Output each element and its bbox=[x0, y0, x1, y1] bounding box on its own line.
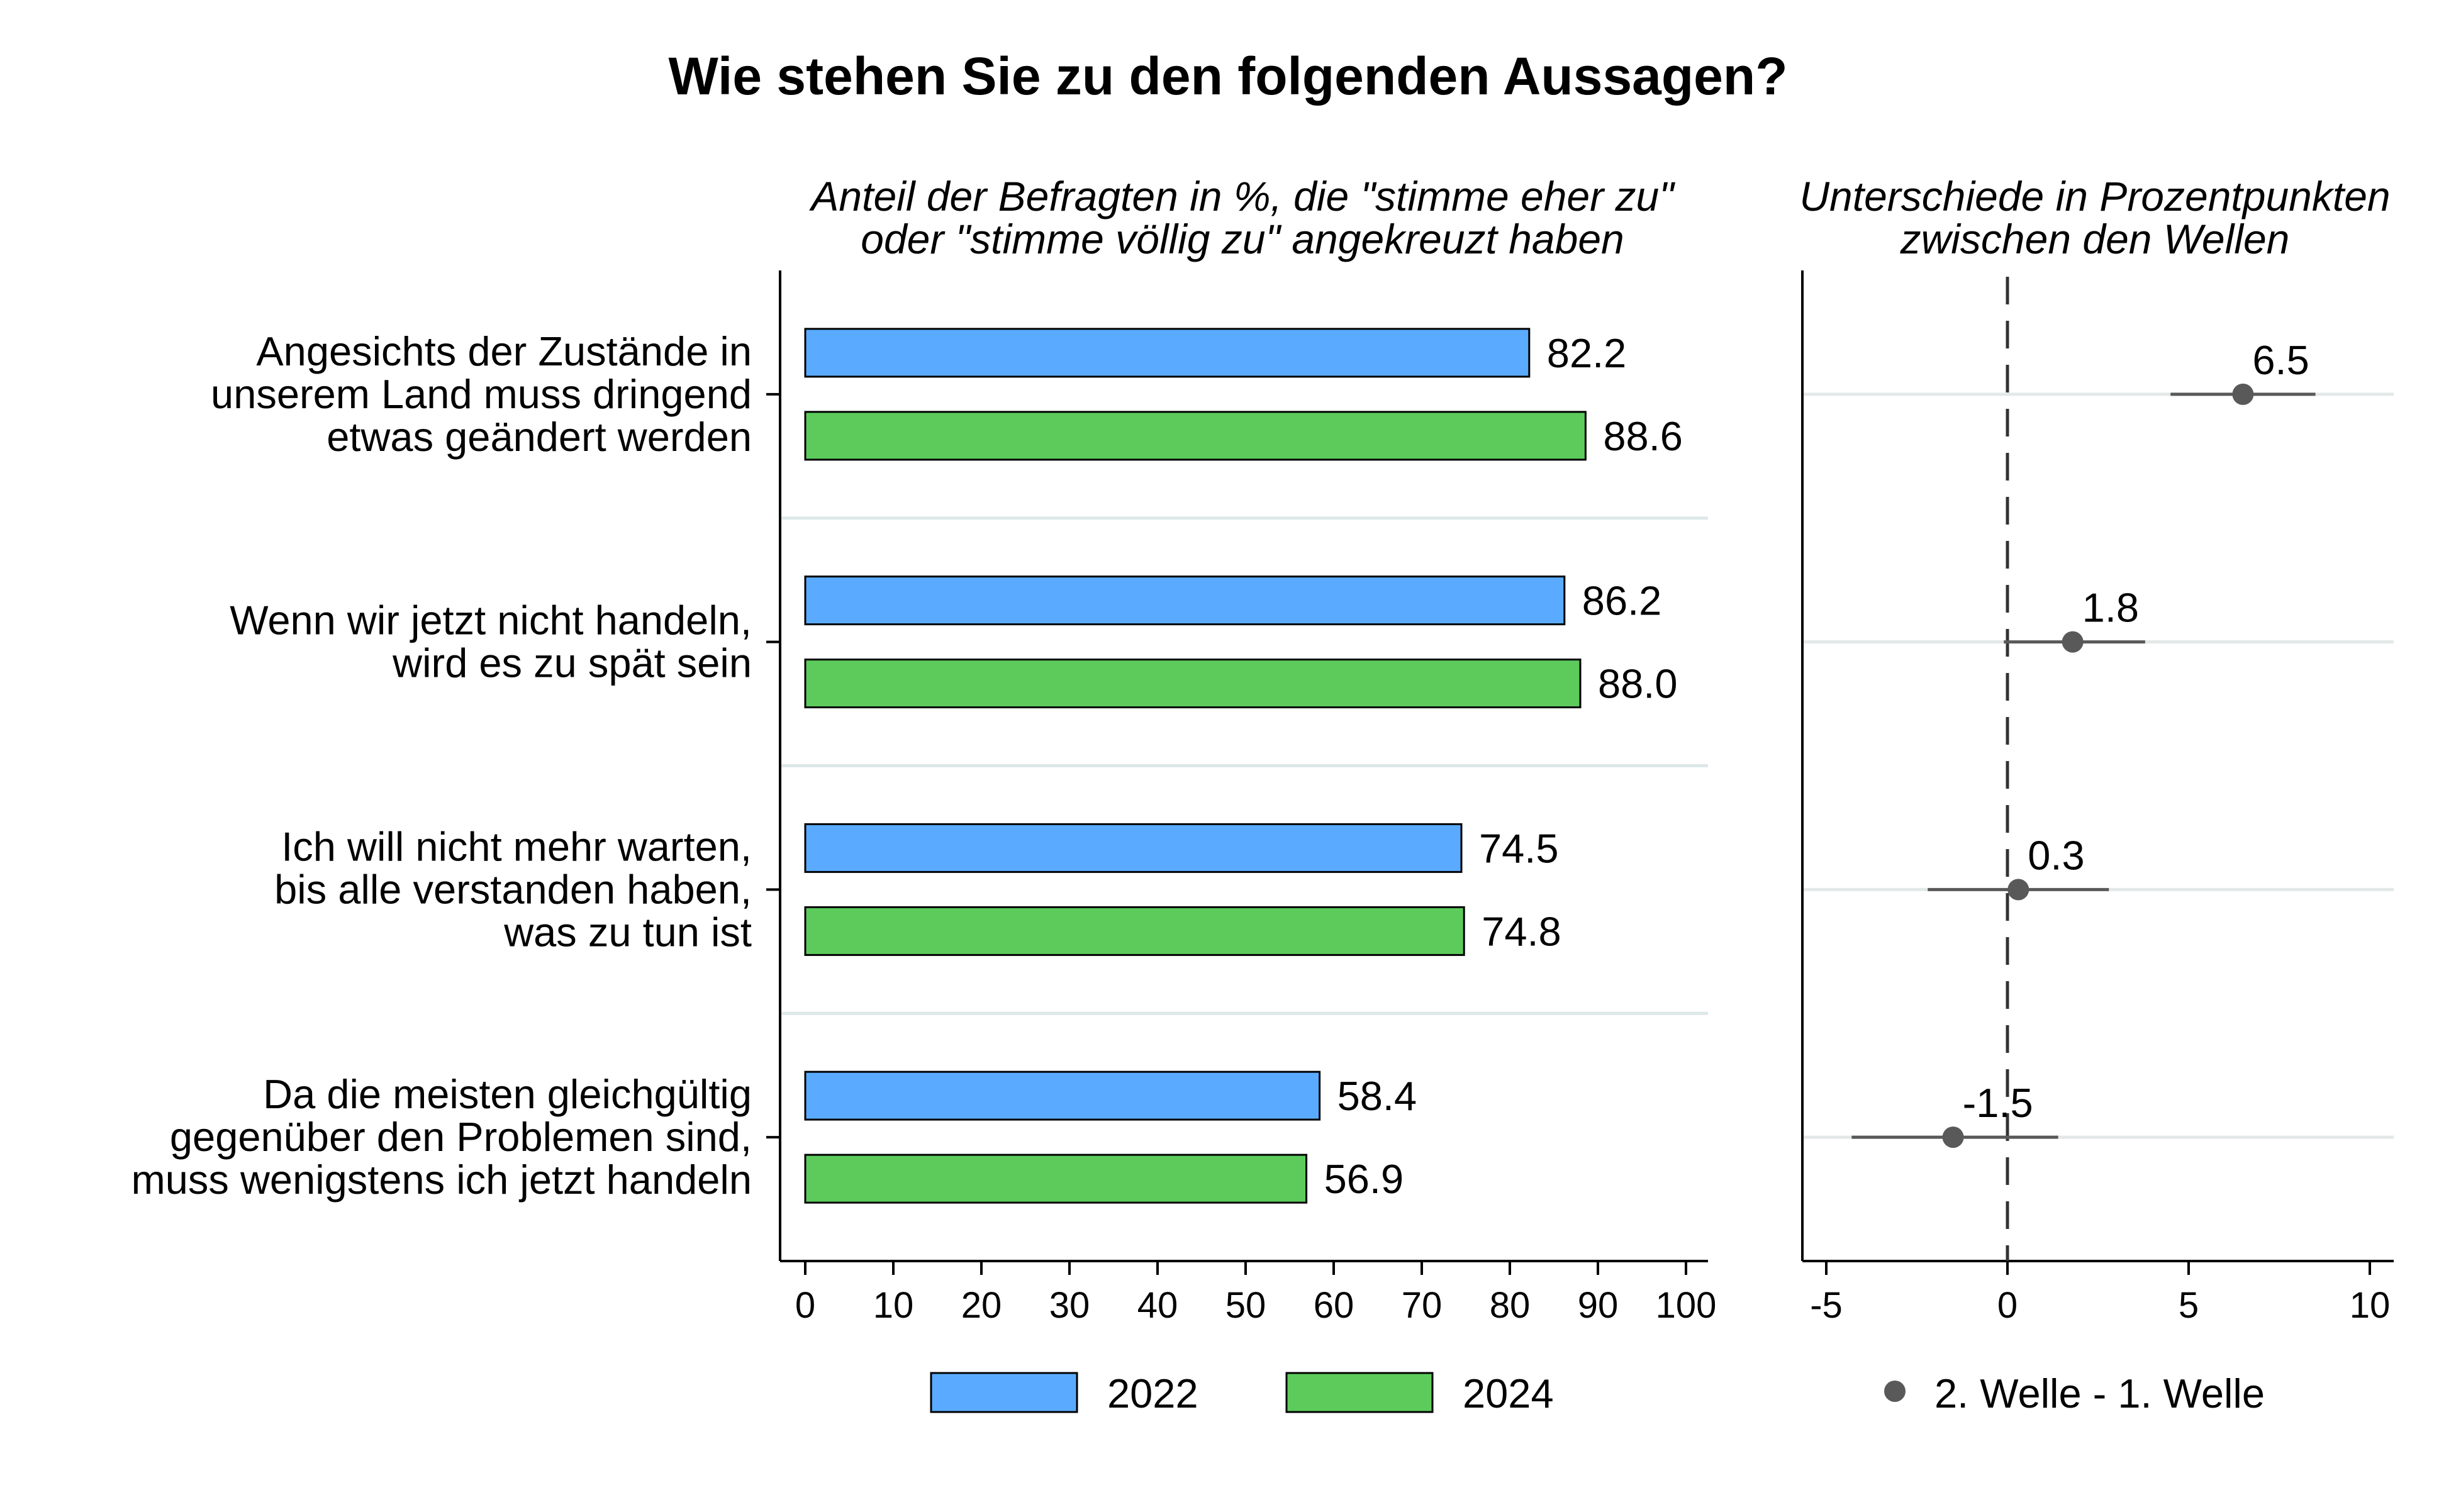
category-label: wird es zu spät sein bbox=[392, 640, 752, 686]
bar-panel-subtitle: Anteil der Befragten in %, die "stimme e… bbox=[808, 173, 1675, 220]
bar-2024 bbox=[804, 411, 1587, 461]
category-label: Angesichts der Zustände in bbox=[256, 328, 752, 374]
x-tick-label: 40 bbox=[1137, 1285, 1178, 1326]
legend-label: 2. Welle - 1. Welle bbox=[1934, 1370, 2265, 1416]
legend-label: 2022 bbox=[1107, 1370, 1198, 1416]
category-label: gegenüber den Problemen sind, bbox=[170, 1114, 752, 1160]
bar-value-label: 88.0 bbox=[1598, 661, 1678, 707]
bar-2022 bbox=[804, 823, 1463, 873]
x-tick-label: -5 bbox=[1810, 1285, 1843, 1326]
bar-2024 bbox=[804, 1153, 1308, 1204]
bar-value-label: 82.2 bbox=[1547, 330, 1627, 376]
x-tick-label: 0 bbox=[795, 1285, 815, 1326]
difference-point bbox=[2062, 631, 2084, 653]
bar-2022 bbox=[804, 575, 1566, 626]
legend-swatch-2024 bbox=[1285, 1372, 1434, 1413]
category-label: etwas geändert werden bbox=[327, 414, 752, 460]
difference-point bbox=[2007, 879, 2029, 901]
difference-panel-subtitle: zwischen den Wellen bbox=[1900, 216, 2290, 262]
difference-panel-subtitle: Unterschiede in Prozentpunkten bbox=[1799, 173, 2390, 220]
bar-2024 bbox=[804, 906, 1465, 956]
category-label: Wenn wir jetzt nicht handeln, bbox=[230, 598, 752, 643]
x-tick-label: 90 bbox=[1578, 1285, 1619, 1326]
category-label: unserem Land muss dringend bbox=[211, 371, 752, 417]
bar-value-label: 74.5 bbox=[1479, 825, 1559, 871]
bar-value-label: 58.4 bbox=[1337, 1073, 1417, 1119]
category-label: was zu tun ist bbox=[503, 909, 752, 955]
x-tick-label: 50 bbox=[1225, 1285, 1266, 1326]
difference-point bbox=[2232, 383, 2254, 405]
difference-point bbox=[1942, 1126, 1964, 1148]
x-tick-label: 30 bbox=[1049, 1285, 1090, 1326]
legend-marker bbox=[1884, 1381, 1906, 1402]
chart-title: Wie stehen Sie zu den folgenden Aussagen… bbox=[668, 47, 1787, 106]
x-tick-label: 10 bbox=[2350, 1285, 2391, 1326]
x-tick-label: 80 bbox=[1490, 1285, 1531, 1326]
category-label: Da die meisten gleichgültig bbox=[263, 1071, 752, 1117]
bar-panel-subtitle: oder "stimme völlig zu" angekreuzt haben bbox=[861, 216, 1624, 262]
bar-2022 bbox=[804, 1070, 1321, 1121]
category-label: bis alle verstanden haben, bbox=[274, 866, 752, 912]
legend-label: 2024 bbox=[1463, 1370, 1554, 1416]
x-tick-label: 5 bbox=[2179, 1285, 2199, 1326]
bar-value-label: 74.8 bbox=[1482, 908, 1561, 954]
x-tick-label: 10 bbox=[873, 1285, 914, 1326]
legend-swatch-2022 bbox=[930, 1372, 1078, 1413]
x-tick-label: 70 bbox=[1402, 1285, 1443, 1326]
x-tick-label: 100 bbox=[1656, 1285, 1717, 1326]
category-label: Ich will nicht mehr warten, bbox=[281, 823, 752, 869]
x-tick-label: 20 bbox=[961, 1285, 1002, 1326]
difference-value-label: 1.8 bbox=[2082, 585, 2139, 631]
bar-chart-panel: Anteil der Befragten in %, die "stimme e… bbox=[131, 173, 1717, 1416]
bar-2022 bbox=[804, 328, 1531, 378]
bar-2024 bbox=[804, 659, 1582, 709]
difference-value-label: -1.5 bbox=[1963, 1080, 2033, 1126]
x-tick-label: 60 bbox=[1314, 1285, 1354, 1326]
x-tick-label: 0 bbox=[1997, 1285, 2018, 1326]
bar-value-label: 88.6 bbox=[1603, 413, 1683, 459]
difference-value-label: 0.3 bbox=[2028, 832, 2084, 878]
difference-value-label: 6.5 bbox=[2252, 337, 2309, 383]
bar-value-label: 86.2 bbox=[1582, 578, 1662, 624]
bar-value-label: 56.9 bbox=[1324, 1156, 1404, 1202]
category-label: muss wenigstens ich jetzt handeln bbox=[131, 1157, 752, 1203]
